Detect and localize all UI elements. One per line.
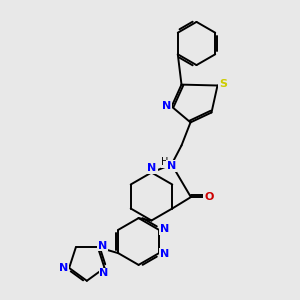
Text: S: S xyxy=(219,79,227,89)
Text: N: N xyxy=(162,101,171,111)
Text: N: N xyxy=(148,163,157,173)
Text: N: N xyxy=(167,161,176,171)
Text: N: N xyxy=(99,268,109,278)
Text: N: N xyxy=(59,263,68,273)
Text: N: N xyxy=(160,224,169,234)
Text: O: O xyxy=(204,191,214,202)
Text: H: H xyxy=(161,157,169,167)
Text: N: N xyxy=(98,241,107,251)
Text: N: N xyxy=(160,249,169,259)
